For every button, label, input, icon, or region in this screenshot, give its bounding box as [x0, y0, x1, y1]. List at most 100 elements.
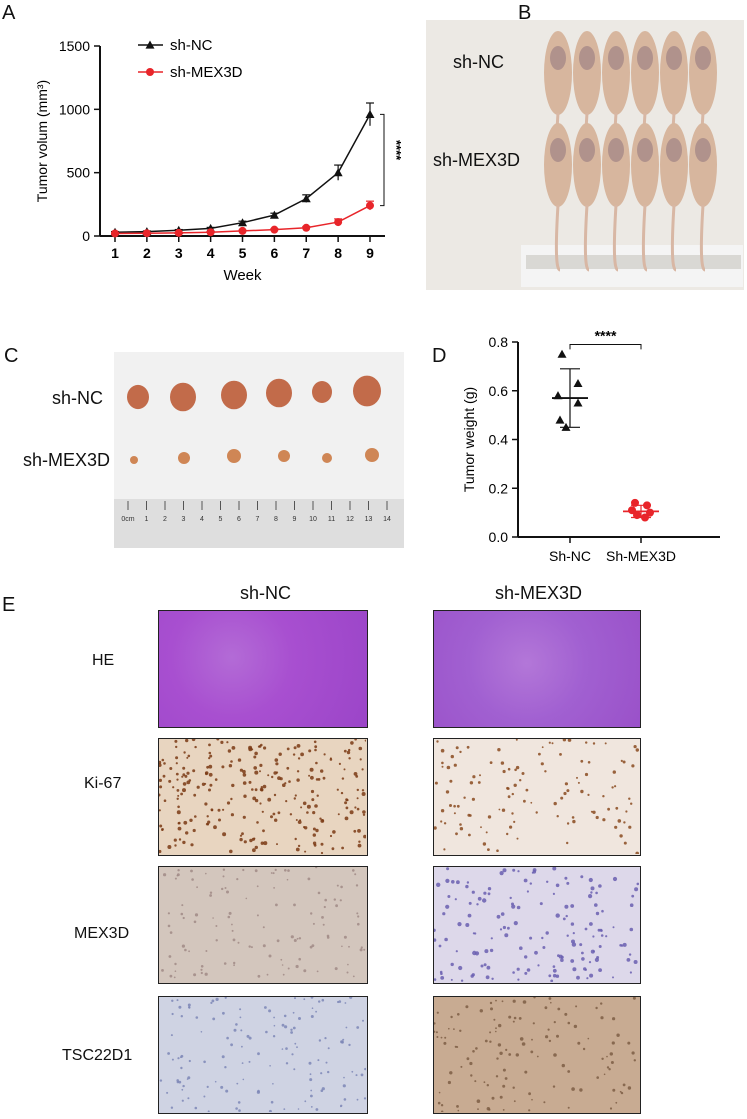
mouse-tail — [583, 204, 590, 272]
stain-dot — [619, 944, 622, 947]
stain-dot — [341, 777, 345, 780]
stain-dot — [215, 939, 218, 942]
tumor-spot — [637, 46, 653, 70]
stain-dot — [513, 921, 518, 926]
stain-dot — [495, 999, 497, 1002]
stain-dot — [472, 932, 475, 935]
stain-dot — [523, 799, 526, 803]
stain-dot — [532, 1022, 535, 1025]
stain-dot — [526, 968, 531, 972]
stain-dot — [312, 841, 317, 845]
stain-dot — [460, 1065, 463, 1068]
stain-dot — [200, 965, 204, 968]
stain-dot — [191, 737, 196, 742]
stain-dot — [320, 1072, 323, 1075]
stain-dot — [296, 770, 300, 773]
stain-dot — [512, 868, 516, 872]
stain-dot — [606, 1055, 608, 1058]
stain-dot — [521, 1042, 526, 1046]
stain-dot — [182, 788, 186, 793]
stain-dot — [273, 1016, 275, 1019]
data-point — [633, 511, 641, 520]
stain-dot — [312, 833, 316, 837]
stain-dot — [597, 928, 601, 932]
stain-dot — [435, 1031, 438, 1034]
y-tick-label: 500 — [67, 165, 91, 181]
x-tick-label: Sh-NC — [549, 548, 591, 564]
stain-dot — [262, 829, 265, 833]
stain-dot — [575, 1005, 578, 1008]
stain-dot — [354, 873, 357, 876]
stain-dot — [629, 971, 632, 974]
stain-dot — [539, 902, 543, 906]
stain-dot — [630, 802, 633, 805]
stain-dot — [252, 848, 256, 853]
stain-dot — [178, 838, 182, 841]
stain-dot — [161, 969, 164, 972]
significance-label: **** — [595, 327, 617, 343]
stain-dot — [454, 898, 457, 901]
stain-dot — [612, 1017, 616, 1021]
stain-dot — [286, 878, 289, 881]
stain-dot — [286, 766, 290, 770]
stain-dot — [357, 922, 360, 926]
mouse-body — [631, 123, 659, 207]
stain-dot — [231, 929, 234, 932]
stain-dot — [444, 937, 448, 942]
ruler-tick-label: 6 — [237, 516, 241, 523]
stain-dot — [242, 781, 247, 785]
stain-dot — [276, 939, 280, 943]
stain-dot — [484, 1039, 488, 1043]
stain-dot — [208, 772, 213, 777]
stain-dot — [248, 1036, 252, 1040]
stain-dot — [631, 764, 635, 768]
stain-dot — [628, 797, 631, 800]
stain-dot — [570, 922, 575, 926]
stain-dot — [268, 954, 272, 958]
stain-dot — [623, 841, 627, 845]
histology-row-tsc22d1: TSC22D1 — [62, 1047, 133, 1064]
stain-dot — [256, 821, 259, 824]
stain-dot — [587, 793, 590, 796]
stain-dot — [465, 923, 470, 927]
stain-dot — [465, 884, 469, 889]
data-point — [366, 201, 374, 210]
stain-dot — [159, 824, 163, 828]
stain-dot — [471, 890, 475, 894]
stain-dot — [564, 782, 568, 786]
stain-dot — [586, 977, 589, 980]
stain-dot — [511, 792, 514, 796]
stain-dot — [352, 869, 355, 872]
stain-dot — [470, 1074, 473, 1077]
stain-dot — [632, 996, 636, 1000]
stain-dot — [432, 928, 436, 932]
stain-dot — [455, 950, 458, 953]
stain-dot — [604, 742, 607, 745]
stain-dot — [300, 752, 304, 757]
stain-dot — [516, 837, 519, 840]
stain-dot — [254, 869, 258, 873]
stain-dot — [222, 832, 227, 837]
stain-dot — [456, 880, 460, 885]
stain-dot — [441, 1110, 444, 1113]
stain-dot — [194, 745, 197, 749]
stain-dot — [267, 797, 272, 802]
stain-dot — [239, 768, 243, 772]
stain-dot — [436, 1011, 439, 1014]
stain-dot — [564, 1012, 568, 1016]
mouse-body — [573, 123, 601, 207]
stain-dot — [521, 772, 525, 775]
stain-dot — [297, 820, 302, 824]
stain-dot — [176, 1079, 179, 1082]
stain-dot — [433, 1022, 436, 1025]
stain-dot — [542, 946, 546, 949]
ruler-tick-label: 9 — [293, 516, 297, 523]
stain-dot — [530, 1050, 534, 1054]
stain-dot — [309, 1073, 312, 1076]
panel-letter-a: A — [2, 2, 16, 24]
stain-dot — [354, 737, 357, 741]
stain-dot — [564, 876, 568, 880]
tumor-sh-mex3d — [278, 450, 290, 462]
stain-dot — [507, 926, 510, 930]
stain-dot — [553, 1021, 556, 1024]
